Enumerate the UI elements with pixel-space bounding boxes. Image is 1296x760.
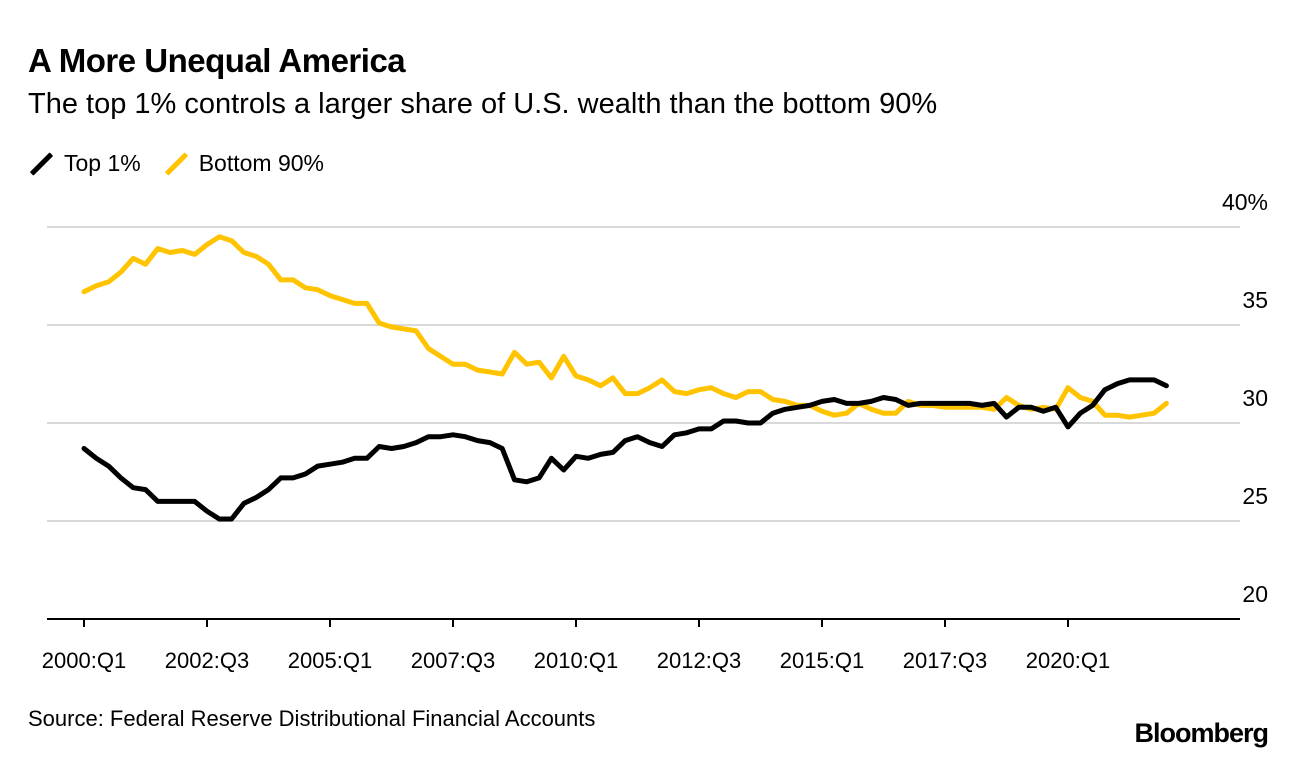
source-note: Source: Federal Reserve Distributional F…: [28, 706, 596, 731]
x-tick-label: 2010:Q1: [534, 648, 618, 673]
series-line-bottom-90: [81, 234, 1169, 420]
x-tick-label: 2007:Q3: [411, 648, 495, 673]
x-tick-label: 2012:Q3: [657, 648, 741, 673]
x-tick-label: 2020:Q1: [1026, 648, 1110, 673]
x-tick-label: 2002:Q3: [165, 648, 249, 673]
x-tick-label: 2017:Q3: [903, 648, 987, 673]
x-tick-label: 2000:Q1: [42, 648, 126, 673]
legend-item-bottom-90: Bottom 90%: [163, 150, 324, 177]
y-tick-label: 35: [1242, 287, 1268, 313]
x-tick-label: 2005:Q1: [288, 648, 372, 673]
chart-subtitle: The top 1% controls a larger share of U.…: [28, 88, 938, 120]
series-line-top-1: [81, 377, 1169, 522]
y-tick-label: 40%: [1222, 189, 1268, 215]
y-tick-label: 30: [1242, 385, 1268, 411]
legend-label-bottom-90: Bottom 90%: [198, 150, 325, 176]
x-tick-label: 2015:Q1: [780, 648, 864, 673]
legend: Top 1% Bottom 90%: [28, 150, 346, 177]
bloomberg-logo: Bloomberg: [1134, 718, 1269, 748]
legend-item-top-1: Top 1%: [28, 150, 141, 177]
y-tick-label: 25: [1242, 483, 1268, 509]
chart-title: A More Unequal America: [28, 42, 406, 79]
y-tick-label: 20: [1242, 581, 1268, 607]
legend-label-top-1: Top 1%: [64, 150, 141, 176]
